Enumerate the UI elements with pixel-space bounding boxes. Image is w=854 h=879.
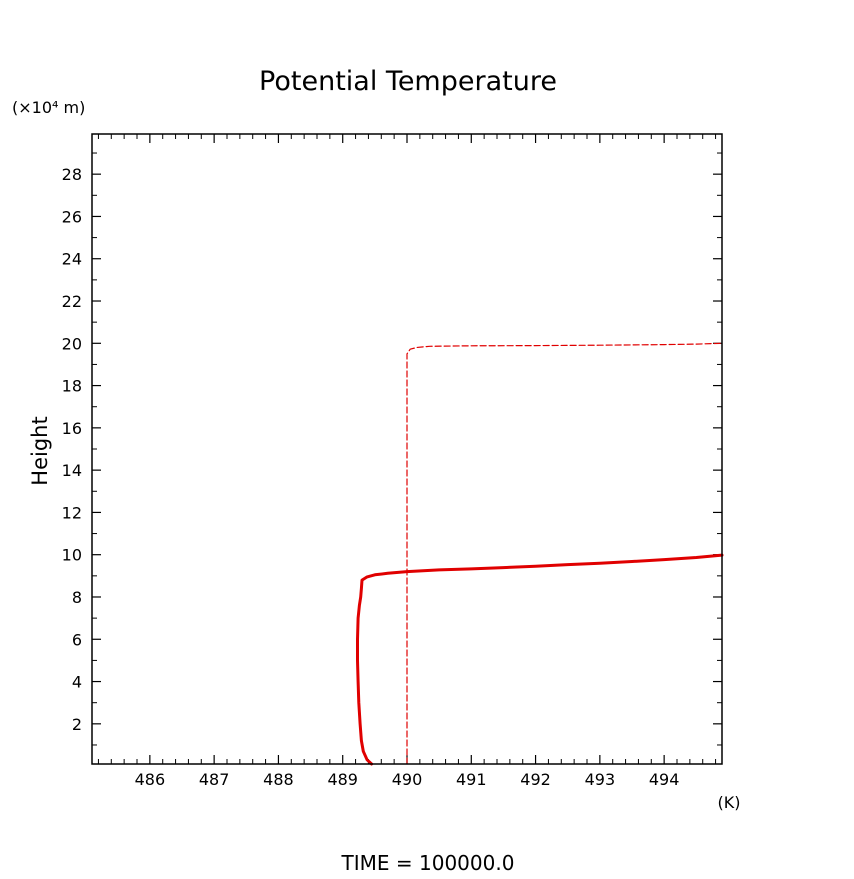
data-series — [356, 342, 724, 766]
plot-frame — [91, 133, 723, 765]
x-tick-label: 492 — [520, 770, 551, 789]
y-axis-label: Height — [28, 416, 52, 485]
y-unit-label: (×10⁴ m) — [12, 98, 85, 117]
y-tick-label: 12 — [62, 503, 82, 522]
y-tick-label: 26 — [62, 207, 82, 226]
x-tick-label: 493 — [585, 770, 616, 789]
x-unit-label: (K) — [718, 793, 741, 812]
y-tick-label: 10 — [62, 546, 82, 565]
x-tick-label: 486 — [135, 770, 166, 789]
y-tick-label: 28 — [62, 165, 82, 184]
y-tick-label: 14 — [62, 461, 82, 480]
y-tick-label: 2 — [72, 715, 82, 734]
y-tick-label: 4 — [72, 673, 82, 692]
x-tick-label: 488 — [263, 770, 294, 789]
x-tick-label: 489 — [327, 770, 358, 789]
y-tick-label: 8 — [72, 588, 82, 607]
x-tick-label: 490 — [392, 770, 423, 789]
y-tick-label: 18 — [62, 377, 82, 396]
axis-ticks: 486 487 488 489 490 491 492 493 4942468101214161… — [62, 134, 722, 789]
y-tick-label: 24 — [62, 250, 82, 269]
dashed-series-line — [406, 342, 723, 765]
time-footer: TIME = 100000.0 — [341, 851, 515, 875]
y-tick-label: 22 — [62, 292, 82, 311]
x-tick-label: 487 — [199, 770, 230, 789]
solid-series-line — [356, 553, 724, 766]
chart-title: Potential Temperature — [259, 66, 557, 97]
y-tick-label: 16 — [62, 419, 82, 438]
x-tick-label: 494 — [649, 770, 680, 789]
y-tick-label: 6 — [72, 630, 82, 649]
x-tick-label: 491 — [456, 770, 487, 789]
y-tick-label: 20 — [62, 334, 82, 353]
